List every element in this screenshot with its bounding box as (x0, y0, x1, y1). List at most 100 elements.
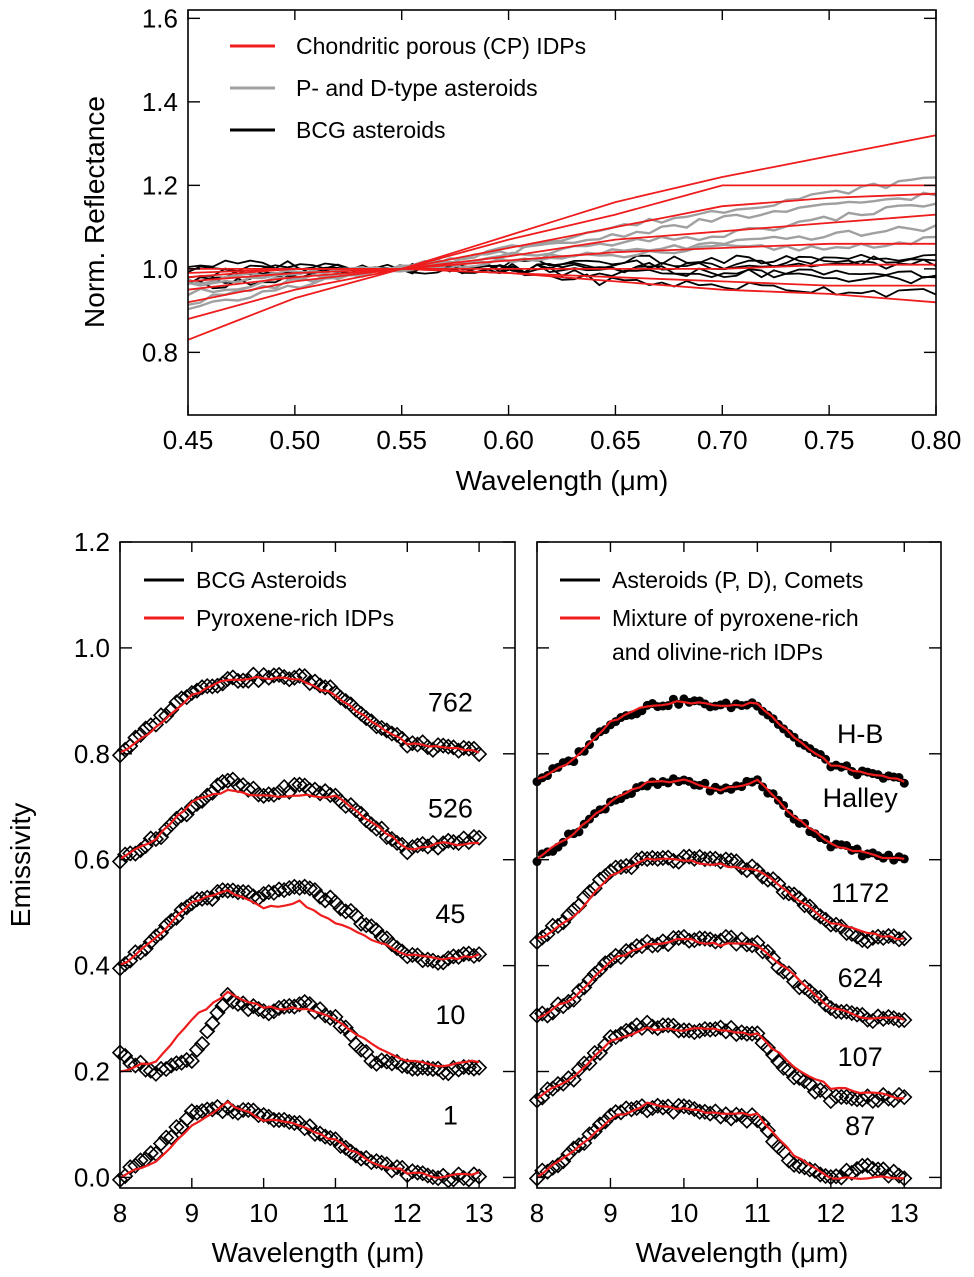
bottom-right-axes-frame (536, 541, 942, 1189)
observed-point (896, 1089, 913, 1106)
model-spectrum (119, 1100, 480, 1180)
observed-point (265, 786, 283, 803)
observed-point (301, 880, 318, 897)
observed-point (654, 1017, 672, 1034)
observed-point (455, 739, 472, 756)
observed-point (224, 993, 241, 1010)
observed-point (445, 948, 462, 965)
x-tick-label: 0.65 (590, 425, 641, 455)
observed-point (158, 1129, 175, 1146)
observed-point (890, 1167, 908, 1184)
pd-asteroid-spectrum (187, 202, 937, 311)
observed-point (368, 820, 385, 837)
bottom-left-legend: BCG Asteroids Pyroxene-rich IDPs (144, 567, 394, 631)
observed-point (291, 776, 308, 793)
observed-point (612, 1025, 630, 1043)
observed-point (670, 929, 687, 947)
y-tick-label: 0.8 (74, 739, 110, 769)
observed-point (214, 882, 231, 899)
x-tick-label: 0.60 (483, 425, 534, 455)
observed-point (317, 679, 334, 696)
observed-point (455, 946, 472, 963)
observed-point (301, 1118, 318, 1135)
bottom-right-legend: Asteroids (P, D), Comets Mixture of pyro… (560, 567, 863, 665)
observed-point (173, 806, 190, 824)
top-legend: Chondritic porous (CP) IDPs P- and D-typ… (230, 33, 586, 143)
observed-point (681, 1099, 698, 1116)
observed-point (240, 1101, 257, 1119)
observed-point (255, 1106, 272, 1124)
observed-point (843, 1164, 860, 1181)
observed-point (352, 1150, 370, 1167)
observed-point (306, 1125, 324, 1142)
observed-point (785, 1069, 803, 1086)
legend-label-bcg-asteroids: BCG asteroids (296, 117, 446, 143)
top-marks (187, 134, 937, 341)
top-ticks: 0.45 0.50 0.55 0.60 0.65 0.70 0.75 0.80 0.8 1.0 1.… (142, 3, 961, 455)
observed-point (775, 1059, 792, 1076)
legend-label-cp-idps: Chondritic porous (CP) IDPs (296, 33, 586, 59)
observed-point (843, 925, 860, 943)
observed-point (378, 1053, 395, 1070)
observed-point (838, 924, 855, 942)
observed-point (219, 670, 236, 688)
top-x-axis-title: Wavelength (μm) (456, 465, 669, 496)
observed-point (127, 729, 144, 746)
model-spectrum (536, 700, 905, 783)
observed-point (686, 1100, 703, 1118)
observed-point (317, 892, 334, 909)
x-tick-label: 8 (113, 1198, 127, 1228)
observed-point (565, 1071, 582, 1088)
observed-point (158, 1060, 175, 1078)
observed-point (378, 828, 395, 846)
legend-label-idp-mixture: Mixture of pyroxene-rich (612, 605, 859, 631)
x-tick-label: 0.45 (163, 425, 214, 455)
observed-point (296, 878, 313, 895)
observed-point (137, 1061, 154, 1078)
observed-point (612, 858, 630, 876)
y-tick-label: 0.4 (74, 951, 110, 981)
observed-point (707, 850, 724, 867)
observed-point (848, 1006, 866, 1023)
observed-point (404, 946, 421, 964)
observed-point (414, 1059, 431, 1076)
observed-point (178, 1051, 195, 1069)
observed-point (399, 1058, 416, 1075)
observed-point (440, 832, 457, 849)
observed-point (717, 1023, 735, 1040)
observed-point (780, 885, 797, 902)
observed-point (864, 1160, 881, 1177)
bottom-right-x-axis-title: Wavelength (μm) (636, 1237, 849, 1268)
observed-point (204, 1015, 221, 1032)
observed-point (460, 740, 477, 757)
curve-label: 762 (428, 687, 473, 717)
observed-point (639, 850, 656, 868)
bottom-left-ticks: 8 9 10 11 12 13 0.0 0.2 0.4 0.6 0.8 1.0 1.2 (74, 527, 515, 1228)
observed-point (581, 1126, 598, 1143)
observed-point (270, 1111, 288, 1129)
observed-point (896, 930, 913, 947)
model-spectrum (119, 675, 480, 754)
observed-point (311, 785, 329, 802)
model-spectrum (536, 1026, 905, 1100)
legend-label-idp-mixture-line2: and olivine-rich IDPs (612, 639, 823, 665)
observed-point (127, 1157, 144, 1174)
observed-point (306, 882, 324, 899)
y-tick-label: 0.0 (74, 1162, 110, 1192)
observed-point (276, 668, 293, 686)
observed-point (394, 1057, 411, 1074)
top-y-axis-title: Norm. Reflectance (79, 96, 110, 328)
observed-point (597, 868, 614, 885)
y-tick-label: 1.0 (142, 254, 178, 284)
observed-point (209, 677, 226, 694)
observed-point (373, 1154, 390, 1171)
observed-point (183, 684, 200, 702)
x-tick-label: 0.80 (911, 425, 962, 455)
observed-point (733, 1024, 750, 1041)
curve-label: 10 (435, 1000, 465, 1030)
observed-point (352, 1041, 370, 1058)
legend-label-pd-asteroids: P- and D-type asteroids (296, 75, 538, 101)
top-axes-frame (187, 9, 937, 416)
observed-point (301, 674, 318, 692)
x-tick-label: 9 (603, 1198, 617, 1228)
